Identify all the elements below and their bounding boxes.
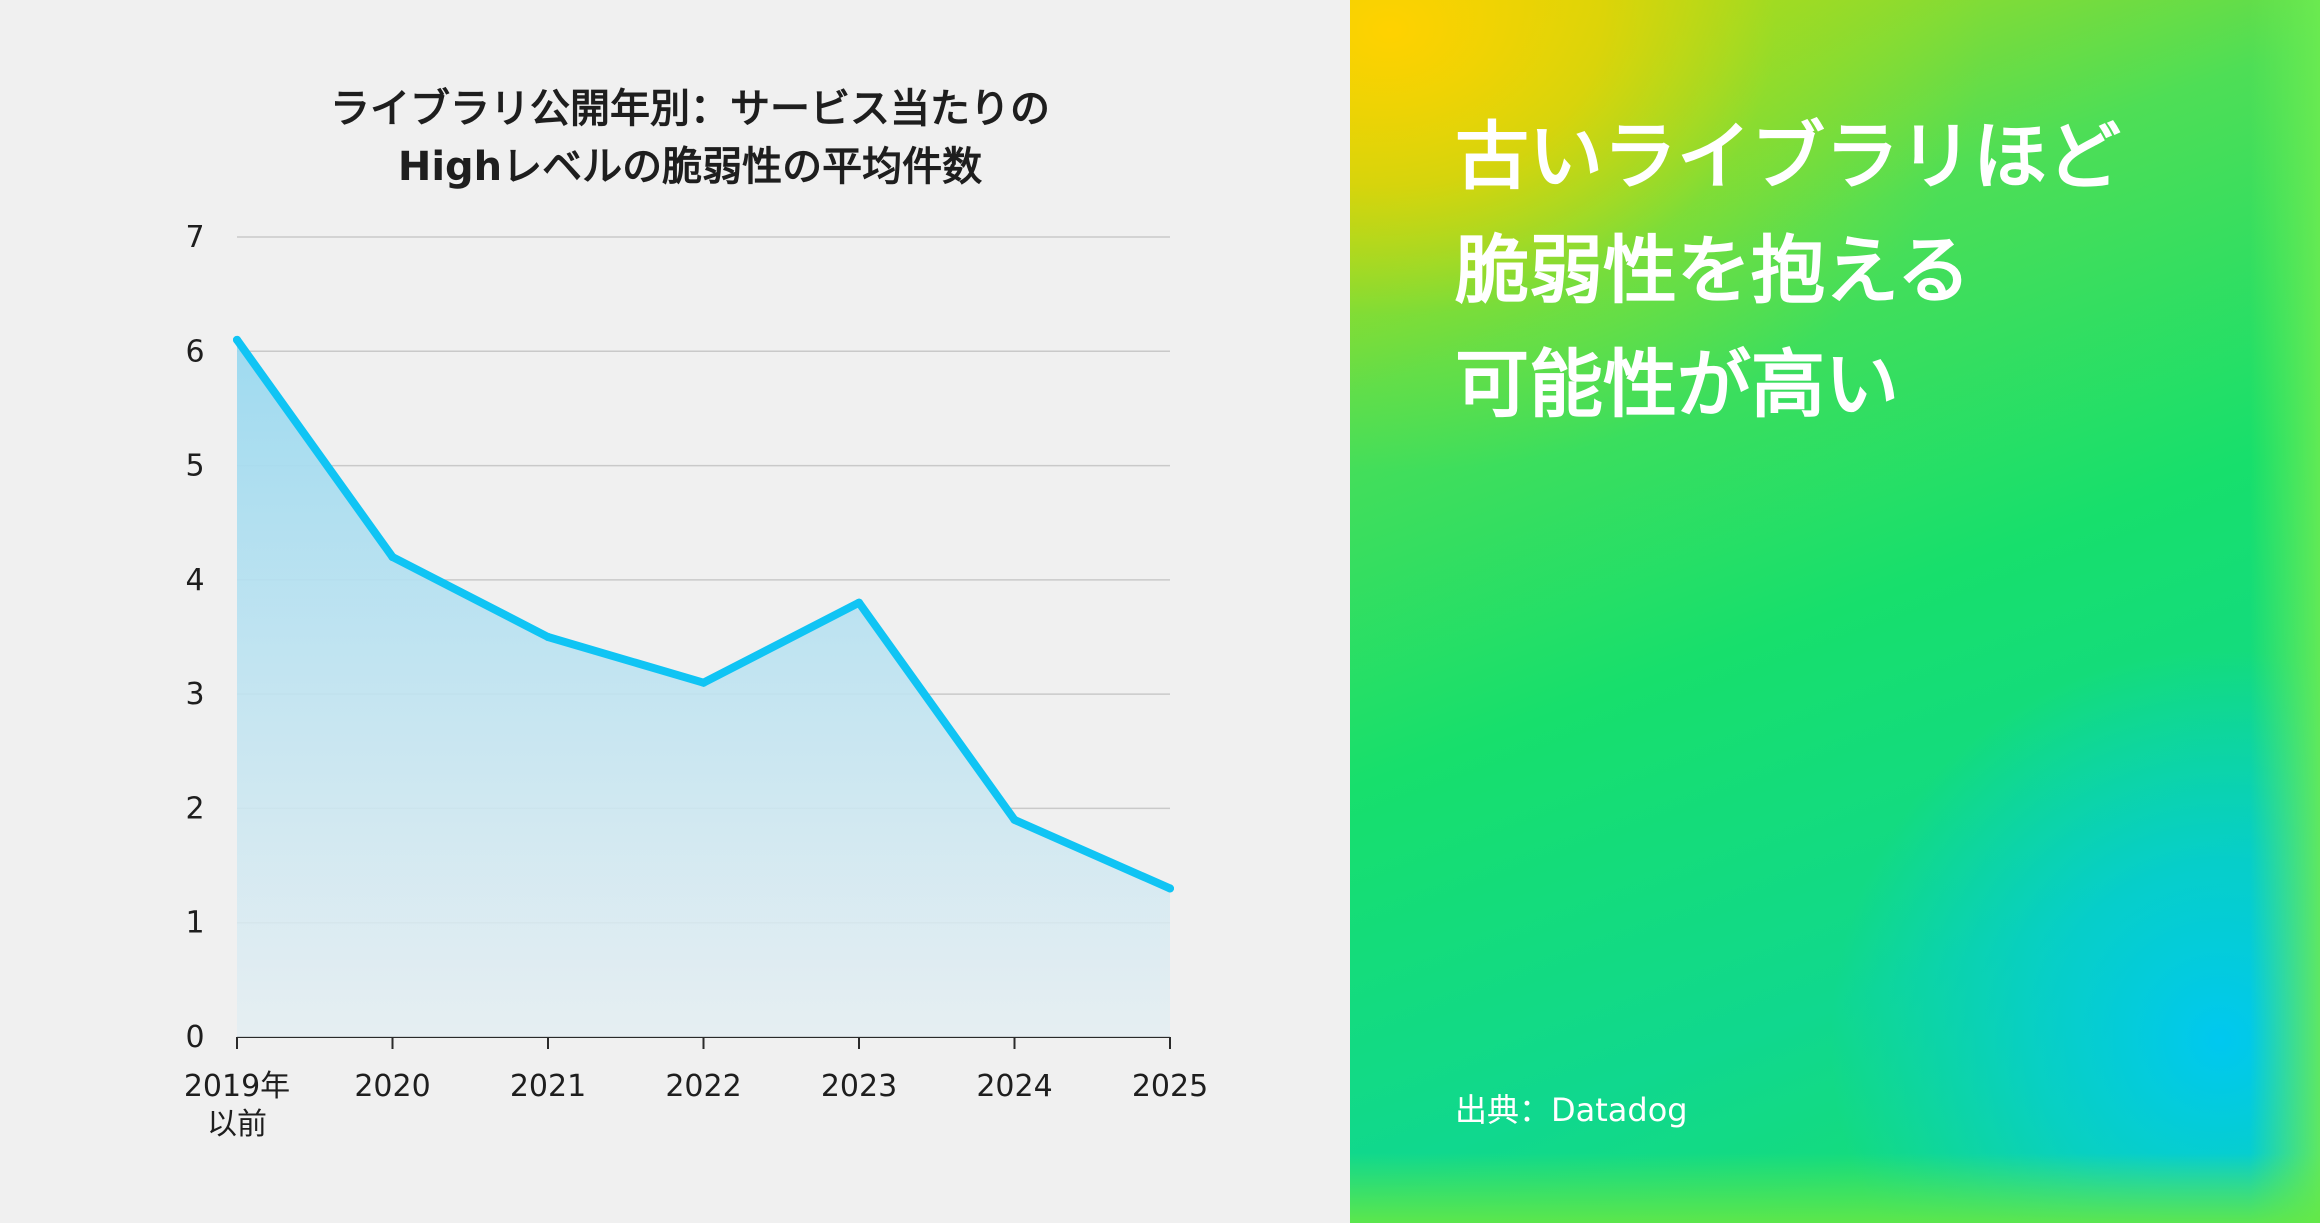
chart-title-line-1: ライブラリ公開年別：サービス当たりの <box>330 86 1050 132</box>
y-axis-ticks: 0 1 2 3 4 5 6 7 <box>185 220 204 1055</box>
series-line-segment <box>544 633 708 687</box>
y-tick-label: 3 <box>185 677 204 712</box>
series-line-segment <box>1010 815 1174 893</box>
x-tick-label: 2023 <box>821 1069 897 1104</box>
x-tick-label: 2022 <box>665 1069 741 1104</box>
source-credit: 出典：Datadog <box>1455 1091 1688 1129</box>
x-tick-label: 2020 <box>354 1069 430 1104</box>
headline: 古いライブラリほど 脆弱性を抱える 可能性が高い <box>1455 100 2255 442</box>
data-point <box>855 598 863 607</box>
x-tick-label: 2021 <box>510 1069 586 1104</box>
area-fill-layer <box>237 339 1170 1037</box>
data-point <box>1166 884 1174 893</box>
series-line-segment <box>699 598 863 687</box>
y-tick-label: 1 <box>185 906 204 941</box>
data-point <box>388 553 397 561</box>
series-line-segment <box>855 598 1019 824</box>
data-point <box>233 335 241 344</box>
area-fill <box>237 339 1170 1037</box>
x-tick-label: 2024 <box>976 1069 1052 1104</box>
x-tick-label: 2019年 <box>184 1069 290 1104</box>
y-tick-label: 2 <box>185 791 204 826</box>
headline-line-3: 可能性が高い <box>1455 342 1899 428</box>
panel-edge-glow-right <box>2250 0 2320 1223</box>
series-line-layer <box>233 335 1174 893</box>
y-tick-label: 0 <box>185 1020 204 1055</box>
chart-title-line-2: Highレベルの脆弱性の平均件数 <box>398 144 982 190</box>
headline-line-1: 古いライブラリほど <box>1455 114 2121 200</box>
x-tick-label: 以前 <box>207 1107 267 1142</box>
chart-panel: ライブラリ公開年別：サービス当たりの Highレベルの脆弱性の平均件数 0 1 2 3… <box>183 86 1209 1142</box>
x-tick-label: 2025 <box>1132 1069 1208 1104</box>
data-point <box>1010 815 1019 824</box>
panel-edge-glow-bottom <box>1350 1153 2320 1223</box>
series-line-segment <box>388 553 552 641</box>
headline-panel: 古いライブラリほど 脆弱性を抱える 可能性が高い 出典：Datadog <box>1350 0 2320 1223</box>
data-point <box>544 633 552 641</box>
line-area-chart: ライブラリ公開年別：サービス当たりの Highレベルの脆弱性の平均件数 0 1 2 3… <box>184 86 1208 1142</box>
data-point <box>699 678 708 687</box>
headline-line-2: 脆弱性を抱える <box>1455 228 1971 314</box>
series-line-segment <box>233 335 397 561</box>
y-tick-label: 7 <box>185 220 204 255</box>
y-tick-label: 5 <box>185 449 204 484</box>
y-tick-label: 6 <box>185 334 204 369</box>
y-tick-label: 4 <box>185 563 204 598</box>
